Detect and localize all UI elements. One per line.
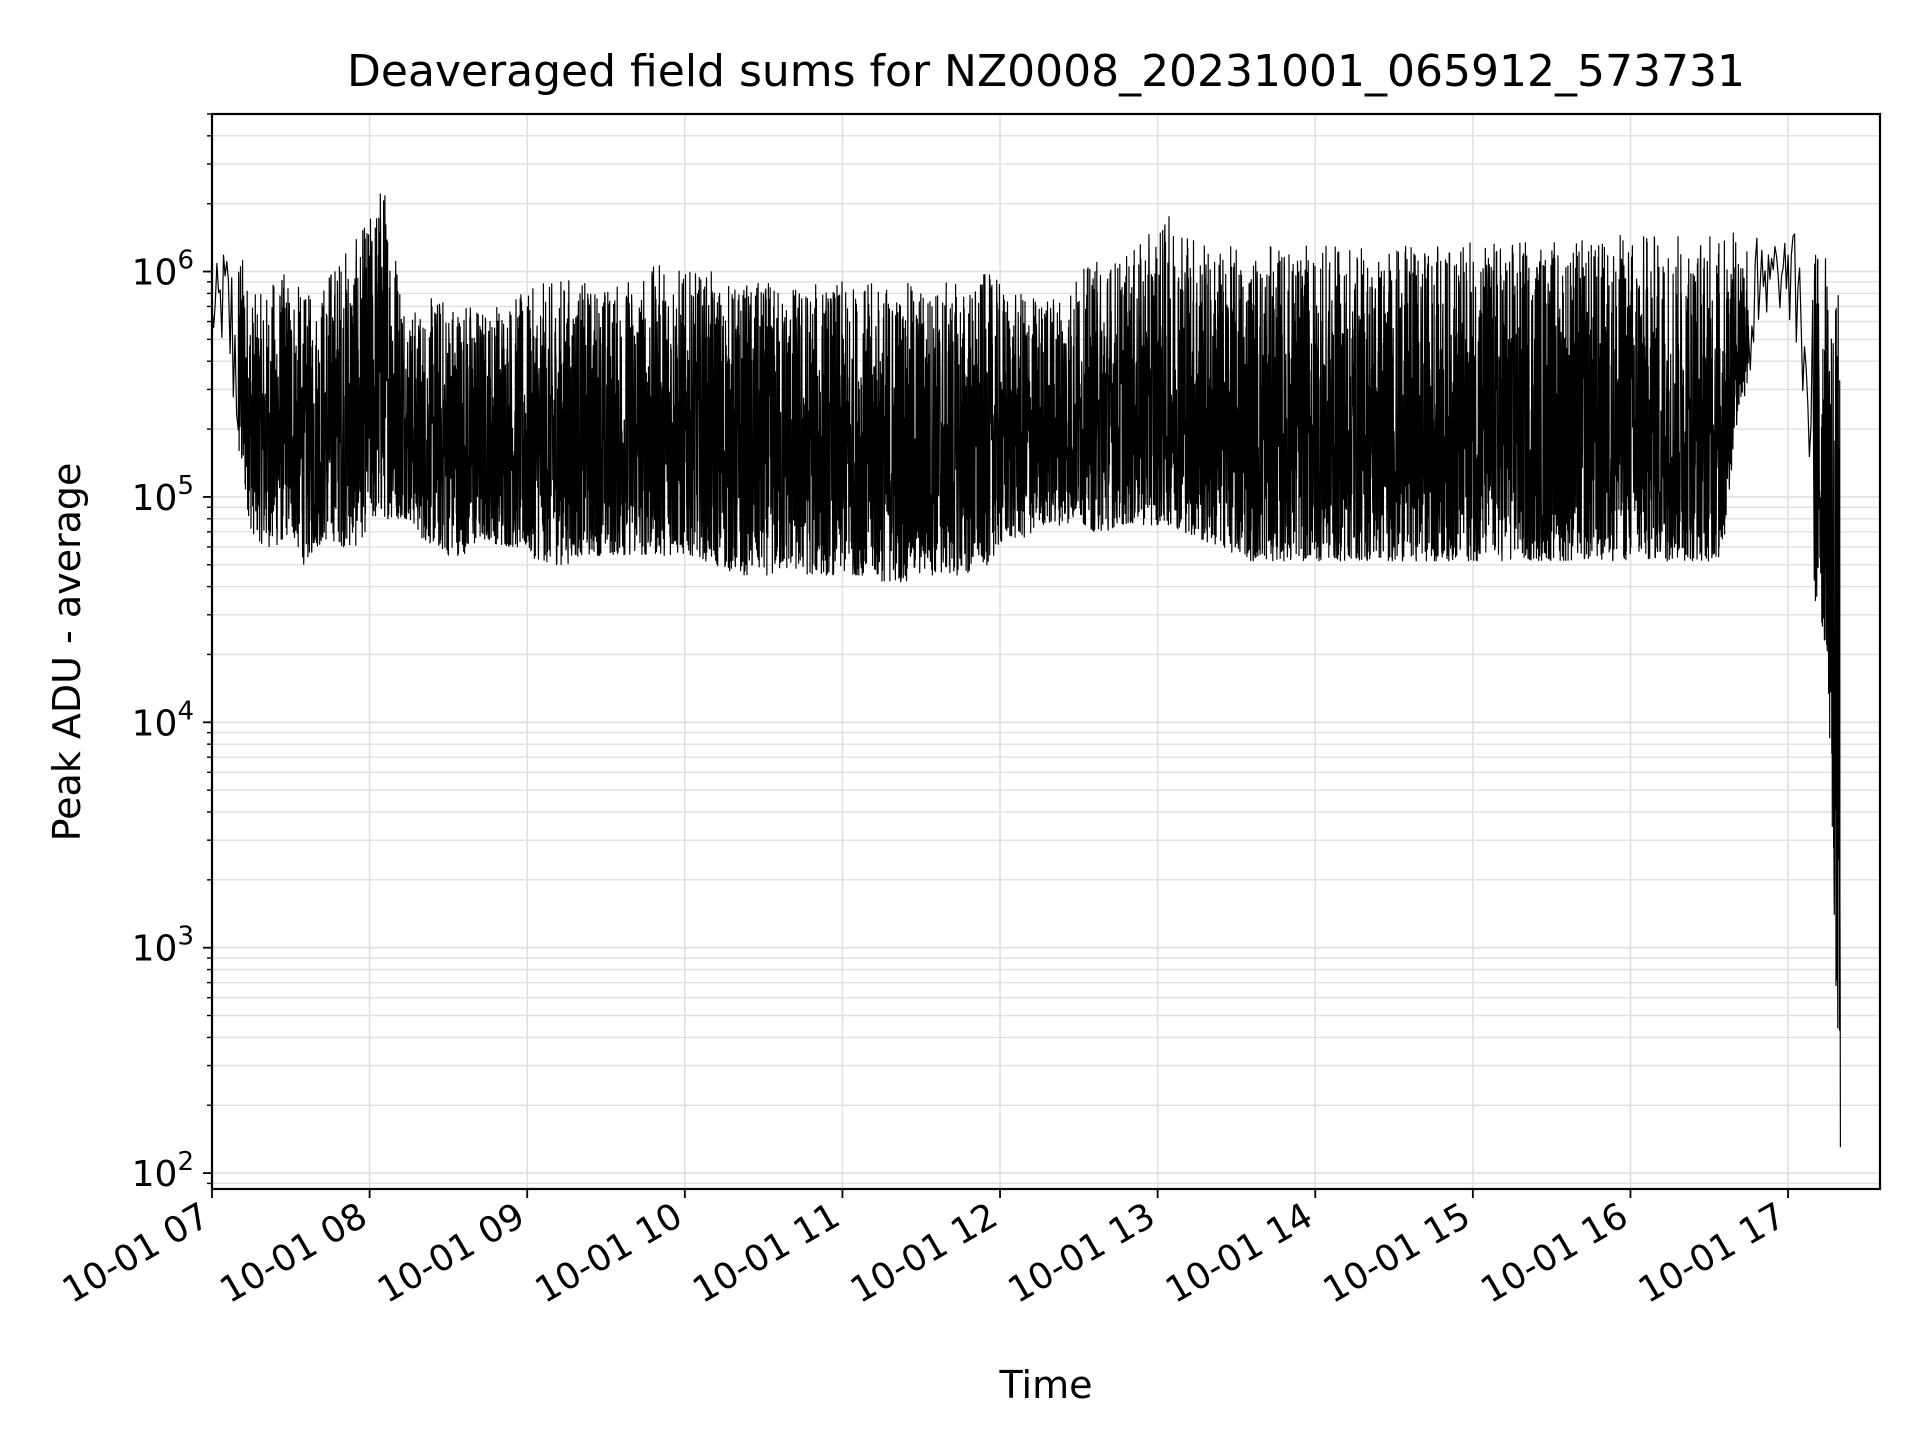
x-axis-label: Time [999,1363,1093,1407]
grid-layer [211,113,1880,1189]
x-tick-label: 10-01 12 [844,1195,1005,1311]
x-tick-label: 10-01 08 [213,1195,374,1311]
y-tick-label: 105 [132,471,194,519]
x-tick-label: 10-01 11 [686,1195,847,1311]
x-tick-label: 10-01 17 [1632,1195,1793,1311]
plot-frame [210,112,1882,1191]
x-tick-label: 10-01 07 [56,1195,217,1311]
y-tick-label: 104 [132,696,194,744]
chart-title: Deaveraged field sums for NZ0008_2023100… [347,46,1745,97]
y-tick-label: 106 [132,246,194,294]
x-tick-label: 10-01 14 [1159,1195,1320,1311]
y-axis-label: Peak ADU - average [45,463,89,842]
series-line [211,193,1841,1148]
series-layer [211,193,1841,1148]
x-tick-label: 10-01 15 [1317,1195,1478,1311]
x-tick-label: 10-01 16 [1474,1195,1635,1311]
x-tick-label: 10-01 10 [529,1195,690,1311]
y-axis: 102 103 104 105 106 [132,113,212,1195]
y-tick-label: 102 [132,1147,194,1195]
x-tick-label: 10-01 13 [1001,1195,1162,1311]
x-tick-label: 10-01 09 [371,1195,532,1311]
y-tick-label: 103 [132,922,194,970]
